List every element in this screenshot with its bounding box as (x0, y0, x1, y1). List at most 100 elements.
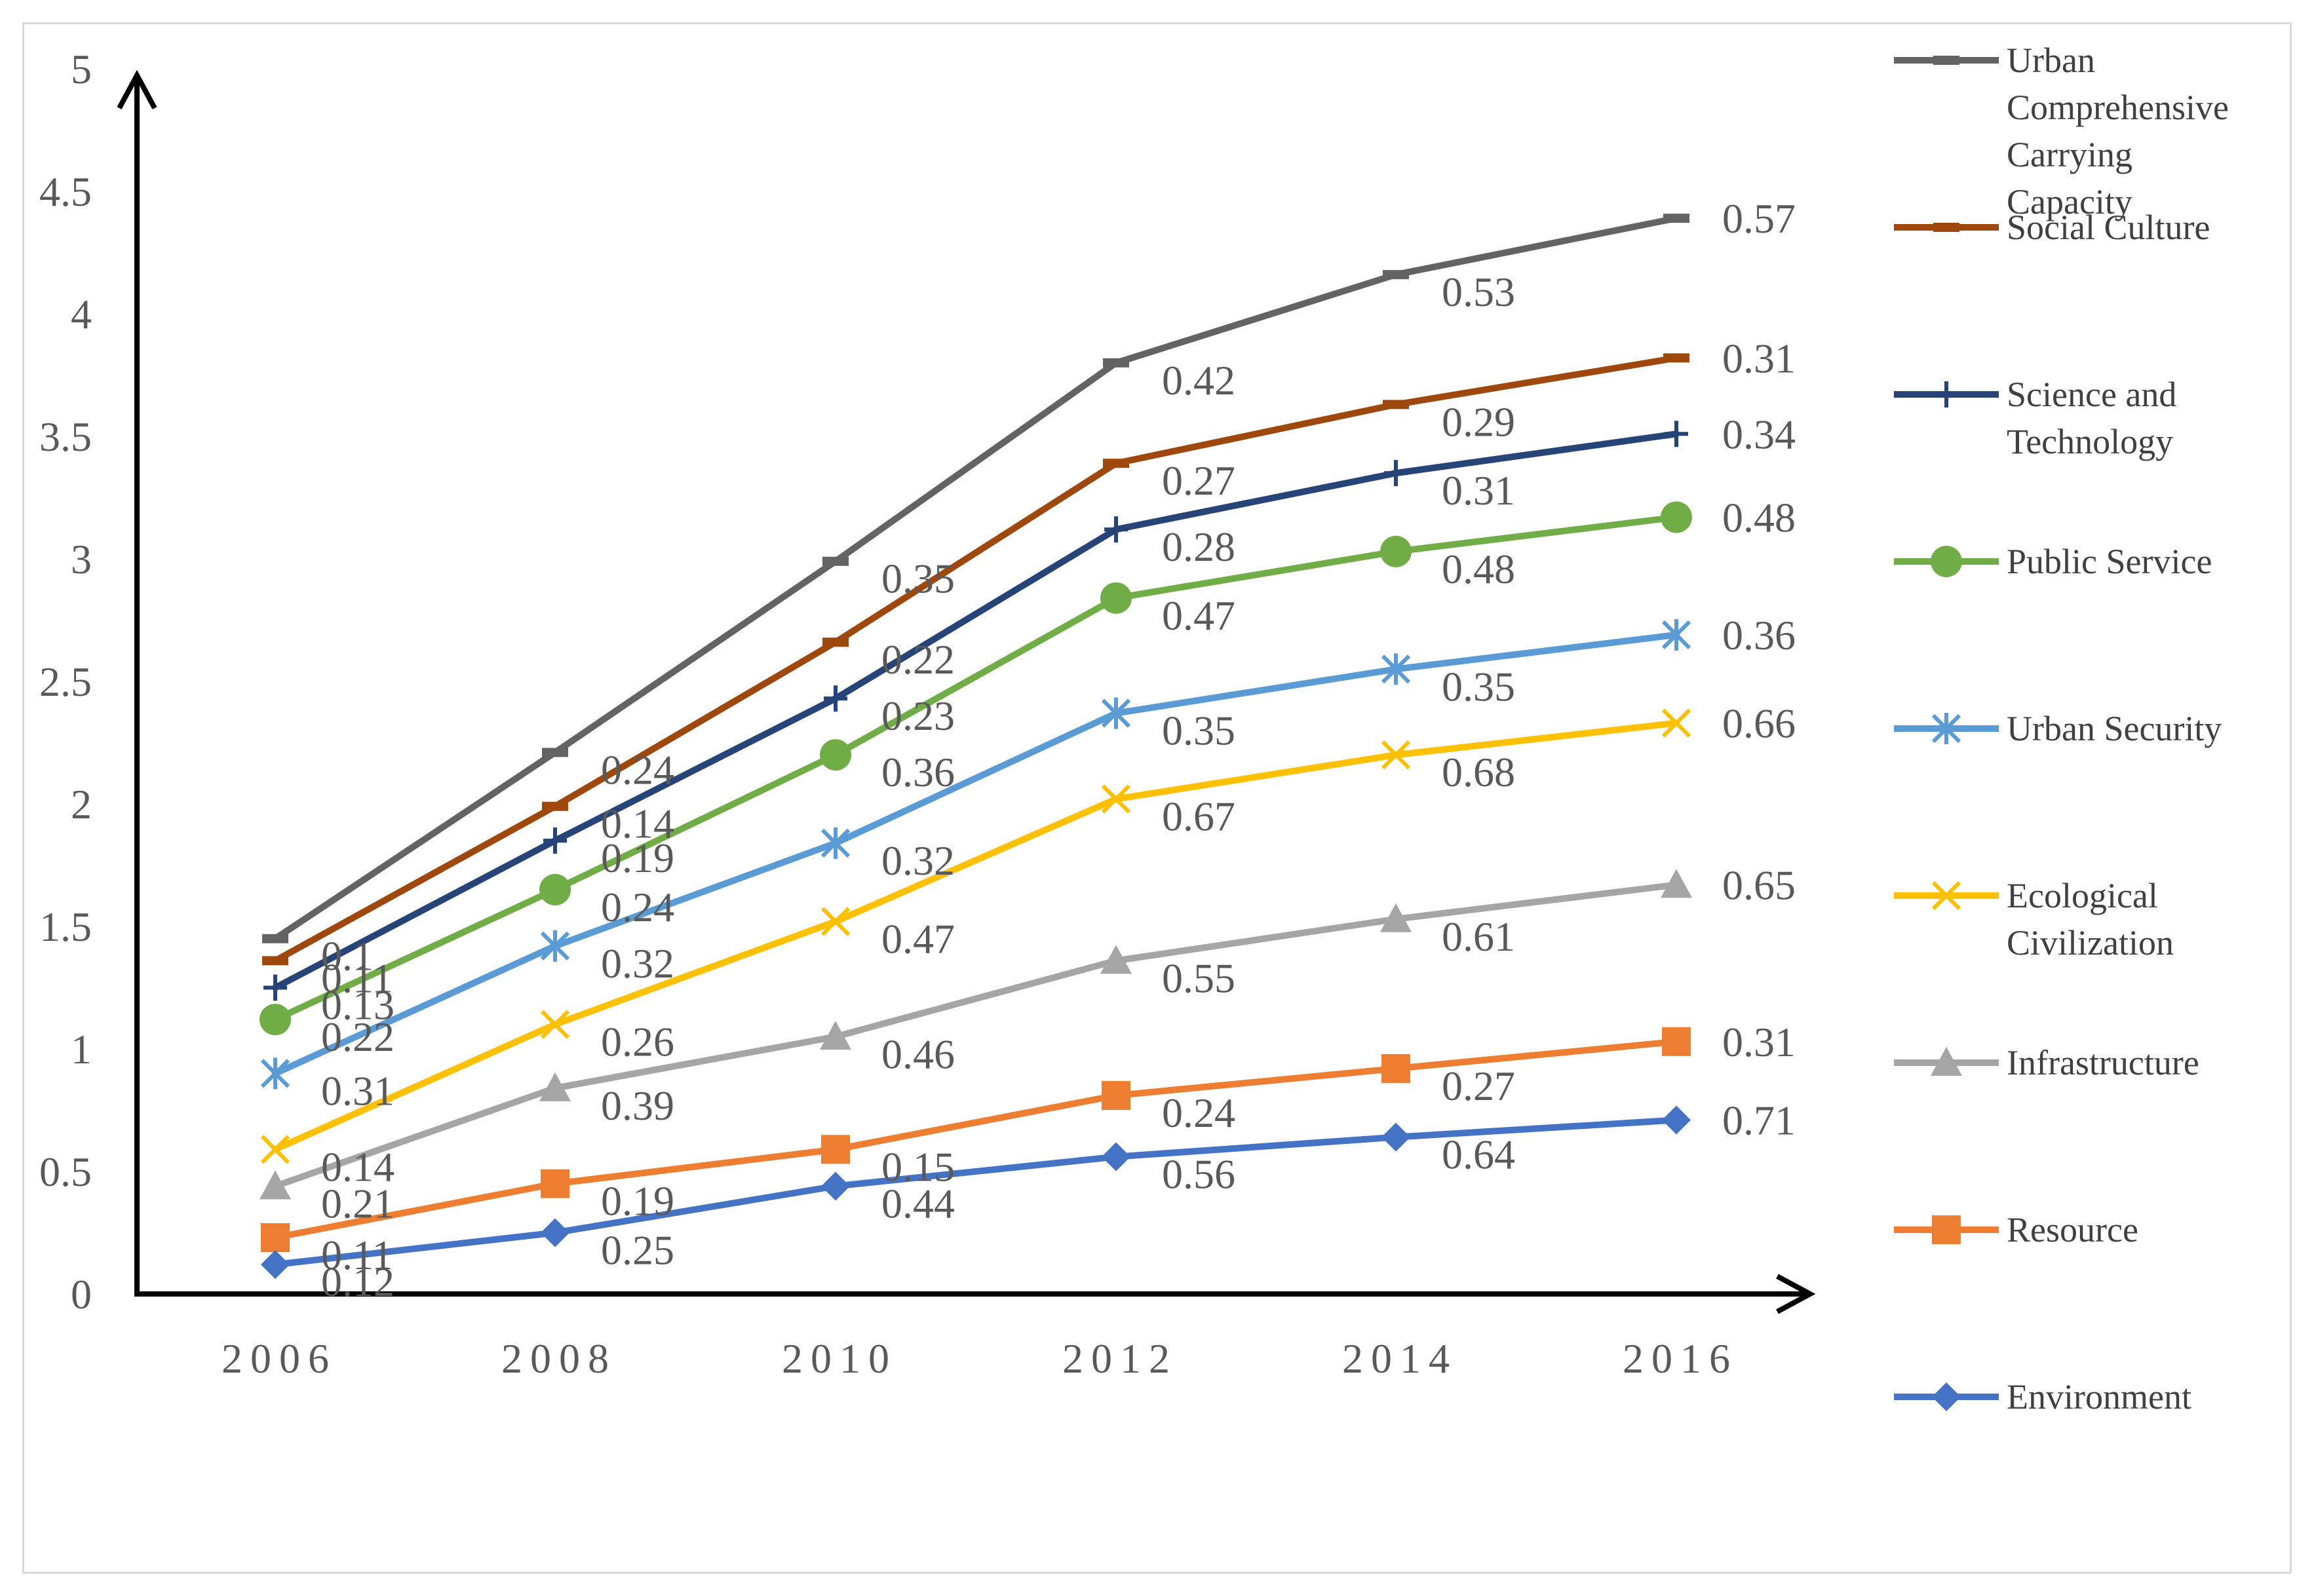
series-markers (260, 214, 1692, 1280)
series-line-urban-comprehensive-carrying-capacity (272, 215, 1680, 942)
data-point-science-and-technology (1384, 460, 1408, 487)
data-label-science-and-technology: 0.23 (881, 693, 955, 739)
y-tick-label: 4 (71, 291, 92, 337)
data-point-urban-security (1661, 618, 1691, 651)
data-point-ecological-civilization (1381, 740, 1411, 770)
data-point-urban-comprehensive-carrying-capacity (542, 748, 568, 757)
x-tick-label: 2010 (782, 1335, 897, 1382)
data-label-environment: 0.64 (1442, 1131, 1515, 1178)
data-label-science-and-technology: 0.31 (1442, 467, 1515, 514)
series-line-resource (272, 1038, 1680, 1241)
y-tick-labels: 0 0.5 1 1.5 2 2.5 3 3.5 4 4.5 5 (39, 46, 92, 1318)
data-point-public-service (1100, 582, 1132, 614)
legend-marker (1931, 546, 1962, 577)
data-label-science-and-technology: 0.28 (1162, 523, 1235, 570)
data-point-science-and-technology (1104, 516, 1128, 543)
y-tick-label: 2 (71, 781, 92, 827)
chart-frame (22, 22, 2292, 1574)
data-label-social-culture: 0.29 (1442, 398, 1515, 445)
data-point-infrastructure (1100, 945, 1132, 974)
y-tick-label: 0 (71, 1271, 92, 1318)
data-label-social-culture: 0.27 (1162, 457, 1235, 504)
data-point-urban-comprehensive-carrying-capacity (1663, 214, 1689, 223)
legend: Urban Comprehensive Carrying CapacitySocial… (1894, 41, 2229, 1416)
legend-label: Public Service (2007, 542, 2212, 581)
data-label-ecological-civilization: 0.47 (881, 916, 955, 962)
data-label-public-service: 0.48 (1722, 494, 1796, 541)
data-point-public-service (820, 739, 851, 771)
data-label-urban-comprehensive-carrying-capacity: 0.42 (1162, 357, 1235, 404)
y-tick-label: 5 (71, 46, 92, 92)
legend-marker (1931, 881, 1961, 911)
x-axis-arrow (1776, 1274, 1816, 1314)
legend-item-urban-security: Urban Security (1894, 709, 2222, 748)
data-label-urban-comprehensive-carrying-capacity: 0.1 (321, 933, 374, 979)
data-label-environment: 0.25 (601, 1227, 674, 1274)
legend-label: Environment (2007, 1377, 2191, 1416)
x-tick-label: 2006 (222, 1335, 337, 1382)
legend-item-social-culture: Social Culture (1894, 208, 2210, 247)
data-point-resource (261, 1223, 290, 1252)
data-label-resource: 0.15 (881, 1143, 955, 1190)
series-line-environment (272, 1116, 1680, 1268)
data-point-resource (541, 1169, 569, 1198)
data-label-infrastructure: 0.55 (1162, 955, 1235, 1001)
data-label-urban-security: 0.35 (1162, 708, 1235, 754)
legend-item-ecological-civilization: Ecological Civilization (1894, 876, 2174, 962)
legend-item-environment: Environment (1894, 1377, 2191, 1416)
data-label-ecological-civilization: 0.26 (601, 1019, 674, 1065)
data-point-ecological-civilization (820, 907, 851, 936)
data-label-resource: 0.19 (601, 1178, 674, 1225)
data-label-infrastructure: 0.39 (601, 1082, 674, 1129)
data-label-public-service: 0.48 (1442, 546, 1515, 592)
data-point-urban-security (260, 1057, 290, 1090)
data-point-infrastructure (1380, 903, 1412, 932)
data-label-ecological-civilization: 0.67 (1162, 793, 1235, 840)
data-point-social-culture (1383, 400, 1409, 409)
y-tick-label: 3.5 (39, 413, 92, 460)
data-point-environment (1102, 1142, 1130, 1171)
legend-marker (1931, 1047, 1962, 1076)
data-point-resource (1381, 1054, 1410, 1083)
data-label-environment: 0.44 (881, 1180, 955, 1226)
data-point-infrastructure (260, 1170, 291, 1200)
legend-marker (1931, 713, 1961, 744)
legend-label: Science and Technology (2007, 375, 2176, 461)
data-point-social-culture (542, 801, 568, 811)
y-tick-label: 3 (71, 536, 92, 582)
data-label-infrastructure: 0.65 (1722, 862, 1796, 908)
data-point-urban-security (1381, 653, 1411, 685)
x-tick-label: 2012 (1062, 1335, 1178, 1382)
data-label-infrastructure: 0.46 (881, 1031, 955, 1077)
data-point-infrastructure (1661, 869, 1692, 898)
series-line-infrastructure (272, 881, 1680, 1190)
data-label-ecological-civilization: 0.66 (1722, 700, 1796, 747)
data-point-urban-comprehensive-carrying-capacity (1103, 358, 1129, 368)
data-label-social-culture: 0.22 (881, 636, 955, 683)
y-tick-label: 1 (71, 1026, 92, 1073)
data-point-science-and-technology (1665, 421, 1688, 447)
data-label-environment: 0.71 (1722, 1097, 1796, 1143)
data-point-science-and-technology (824, 685, 847, 712)
series-line-science-and-technology (272, 430, 1680, 991)
data-point-urban-security (820, 827, 851, 859)
data-label-resource: 0.31 (1722, 1019, 1796, 1065)
data-label-infrastructure: 0.61 (1442, 913, 1515, 960)
data-point-science-and-technology (543, 827, 567, 854)
legend-label: Urban Security (2007, 709, 2222, 748)
data-point-resource (821, 1135, 850, 1164)
data-point-social-culture (822, 637, 849, 647)
legend-label: Urban Comprehensive Carrying Capacity (2007, 41, 2229, 221)
data-point-public-service (539, 873, 571, 905)
data-label-science-and-technology: 0.19 (601, 835, 674, 881)
data-point-social-culture (262, 956, 288, 966)
data-label-infrastructure: 0.21 (321, 1180, 395, 1226)
data-label-public-service: 0.36 (881, 749, 955, 795)
series-line-urban-security (272, 631, 1680, 1077)
data-label-urban-comprehensive-carrying-capacity: 0.53 (1442, 269, 1515, 315)
legend-item-science-and-technology: Science and Technology (1894, 375, 2176, 461)
data-label-social-culture: 0.31 (1722, 335, 1796, 381)
data-point-urban-comprehensive-carrying-capacity (1383, 270, 1409, 280)
data-label-urban-comprehensive-carrying-capacity: 0.24 (601, 746, 674, 793)
